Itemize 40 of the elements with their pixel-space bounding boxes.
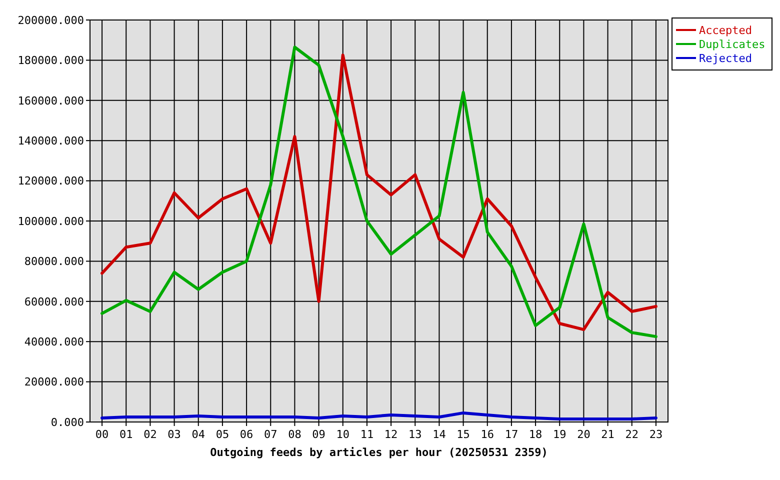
x-tick-label: 10 (336, 428, 350, 441)
x-tick-label: 04 (192, 428, 206, 441)
y-tick-label: 100000.000 (18, 214, 84, 228)
x-tick-label: 03 (168, 428, 181, 441)
x-tick-label: 17 (504, 428, 518, 441)
y-tick-label: 20000.000 (24, 376, 84, 389)
x-tick-label: 12 (384, 428, 398, 441)
y-tick-label: 60000.000 (24, 295, 84, 308)
y-tick-label: 180000.000 (18, 54, 84, 68)
x-tick-label: 11 (360, 428, 374, 441)
x-tick-label: 14 (432, 428, 446, 441)
x-tick-label: 02 (144, 428, 157, 441)
x-tick-label: 06 (240, 428, 254, 441)
x-tick-label: 13 (408, 428, 422, 441)
x-tick-label: 22 (625, 428, 638, 441)
x-tick-label: 23 (649, 428, 663, 441)
y-tick-label: 160000.000 (18, 94, 84, 108)
x-tick-label: 21 (601, 428, 614, 441)
y-tick-label: 120000.000 (18, 174, 84, 188)
x-tick-label: 20 (577, 428, 590, 441)
x-tick-label: 19 (553, 428, 566, 441)
legend-label: Duplicates (699, 38, 766, 51)
legend-label: Rejected (699, 52, 752, 65)
x-tick-label: 16 (480, 428, 494, 441)
line-series (100, 411, 658, 420)
y-tick-label: 0.000 (50, 416, 84, 429)
x-tick-label: 09 (312, 428, 326, 441)
x-tick-label: 08 (288, 428, 302, 441)
x-tick-label: 00 (95, 428, 109, 441)
y-tick-label: 40000.000 (24, 335, 84, 348)
x-tick-label: 05 (216, 428, 230, 441)
y-tick-label: 80000.000 (24, 255, 84, 268)
x-tick-label: 18 (528, 428, 542, 441)
x-tick-label: 07 (264, 428, 278, 441)
y-tick-label: 200000.000 (18, 14, 84, 27)
x-axis-title: Outgoing feeds by articles per hour (20250531 2359) (210, 446, 548, 459)
x-tick-label: 01 (120, 428, 133, 441)
x-tick-label: 15 (456, 428, 470, 441)
legend-label: Accepted (699, 24, 752, 37)
y-tick-label: 140000.000 (18, 134, 84, 148)
